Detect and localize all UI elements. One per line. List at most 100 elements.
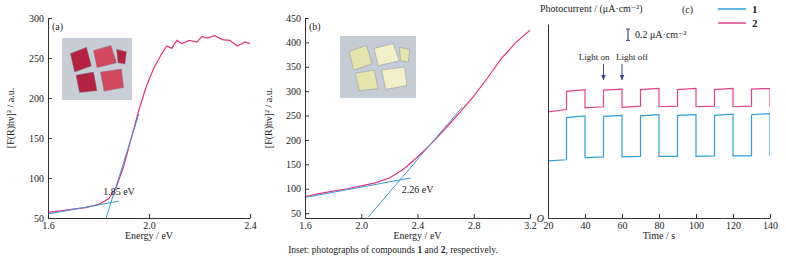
tick-mark	[305, 164, 309, 165]
inset-crystal	[101, 69, 124, 91]
tick: 350	[286, 61, 309, 72]
tick-mark	[48, 138, 52, 139]
tick-mark	[48, 178, 52, 179]
y-axis-title: [F(R)hν]² / a.u.	[5, 88, 17, 148]
tick: 2.4	[244, 214, 257, 231]
inset-crystal	[399, 47, 410, 62]
scale-bar-cap	[626, 29, 630, 30]
tick-label: 140	[763, 220, 778, 231]
data-line	[548, 88, 770, 111]
tick-label: 250	[286, 110, 301, 121]
tick: 2.0	[143, 214, 156, 231]
axis-line	[305, 19, 306, 219]
panel-title: (b)	[309, 21, 321, 33]
tick-label: 2.8	[468, 220, 481, 231]
tick-mark	[305, 213, 309, 214]
y-axis: 50100150200250300350400450	[286, 13, 309, 219]
inset-crystal	[94, 45, 117, 67]
data-line	[305, 30, 530, 196]
tick-mark	[305, 42, 309, 43]
inset-crystal	[355, 70, 378, 90]
annotation: 1.85 eV	[103, 186, 135, 197]
panel: 20406080100120140OTime / sPhotocurrent /…	[537, 3, 778, 241]
inset-photo	[340, 36, 416, 98]
tick-mark	[418, 214, 419, 218]
tick: 80	[655, 214, 665, 231]
tick: 3.2	[524, 214, 537, 231]
tick-label: 120	[726, 220, 741, 231]
plot-area	[548, 88, 770, 160]
scale-bar-cap	[626, 40, 630, 41]
tick-mark	[250, 214, 251, 218]
inset-crystal	[382, 67, 407, 89]
tick: 150	[29, 133, 52, 144]
tangent-line	[368, 107, 462, 217]
tick: 2.4	[412, 214, 425, 231]
tick: 100	[286, 183, 309, 194]
legend: 12	[718, 3, 758, 29]
tick-mark	[149, 214, 150, 218]
tick-mark	[48, 98, 52, 99]
tick-mark	[305, 91, 309, 92]
legend-swatch	[718, 8, 746, 10]
scale-bar-label: 0.2 μA·cm⁻²	[635, 29, 686, 40]
tick-label: 1.6	[299, 220, 312, 231]
tick-label: 20	[544, 220, 554, 231]
tick: 300	[29, 13, 52, 24]
tick: 200	[29, 93, 52, 104]
x-axis-title: Time / s	[643, 230, 676, 241]
plot-area	[48, 36, 250, 218]
data-line	[548, 114, 770, 161]
inset-crystal	[374, 43, 399, 65]
x-axis-title: Energy / eV	[393, 230, 442, 241]
tick-mark	[733, 214, 734, 218]
inset-photo	[62, 38, 132, 100]
plot-area	[305, 30, 530, 217]
inset-crystal	[349, 45, 372, 70]
tick-label: 3.2	[524, 220, 537, 231]
annotation: 2.26 eV	[402, 184, 434, 195]
annotation-arrow	[622, 64, 623, 80]
axis-line	[49, 218, 251, 219]
inset-background	[62, 38, 132, 100]
tick-mark	[305, 189, 309, 190]
tick-label: 200	[29, 93, 44, 104]
annotation: Light off	[616, 52, 648, 62]
data-line	[48, 36, 250, 213]
tick-mark	[770, 214, 771, 218]
y-axis: O	[537, 25, 552, 224]
tick-label: 100	[29, 173, 44, 184]
y-axis-title: [F(R)hν]² / a.u.	[263, 88, 275, 148]
tick-label: 2.0	[356, 220, 369, 231]
panel: 1.62.02.42.83.25010015020025030035040045…	[263, 13, 537, 241]
tick-mark	[585, 214, 586, 218]
axis-line	[548, 25, 549, 219]
panel-title: (c)	[682, 4, 693, 16]
tick-label: 40	[581, 220, 591, 231]
tick-label: 250	[29, 53, 44, 64]
legend-label: 1	[752, 3, 758, 15]
panel: 1.62.02.450100150200250300Energy / eV[F(…	[5, 13, 257, 241]
annotation-arrow	[603, 64, 604, 80]
inset-background	[340, 36, 416, 98]
tick-mark	[361, 214, 362, 218]
annotation: Light on	[579, 52, 610, 62]
tick: 250	[286, 110, 309, 121]
tick-label: 60	[618, 220, 628, 231]
axis-line	[306, 218, 531, 219]
tick: 50	[291, 208, 309, 219]
x-axis: 1.62.02.4	[42, 214, 257, 231]
legend-swatch	[718, 22, 746, 24]
axis-line	[549, 218, 771, 219]
tick: 450	[286, 13, 309, 24]
tick-label: 2.4	[244, 220, 257, 231]
scale-bar-line	[627, 29, 628, 40]
inset-crystal	[70, 47, 91, 72]
caption-part: and	[422, 245, 440, 255]
panel-title: (a)	[52, 21, 63, 33]
tick: 100	[29, 173, 52, 184]
tick-mark	[622, 214, 623, 218]
tick-label: 50	[34, 213, 44, 224]
x-axis-title: Energy / eV	[125, 230, 174, 241]
tick: 2.8	[468, 214, 481, 231]
